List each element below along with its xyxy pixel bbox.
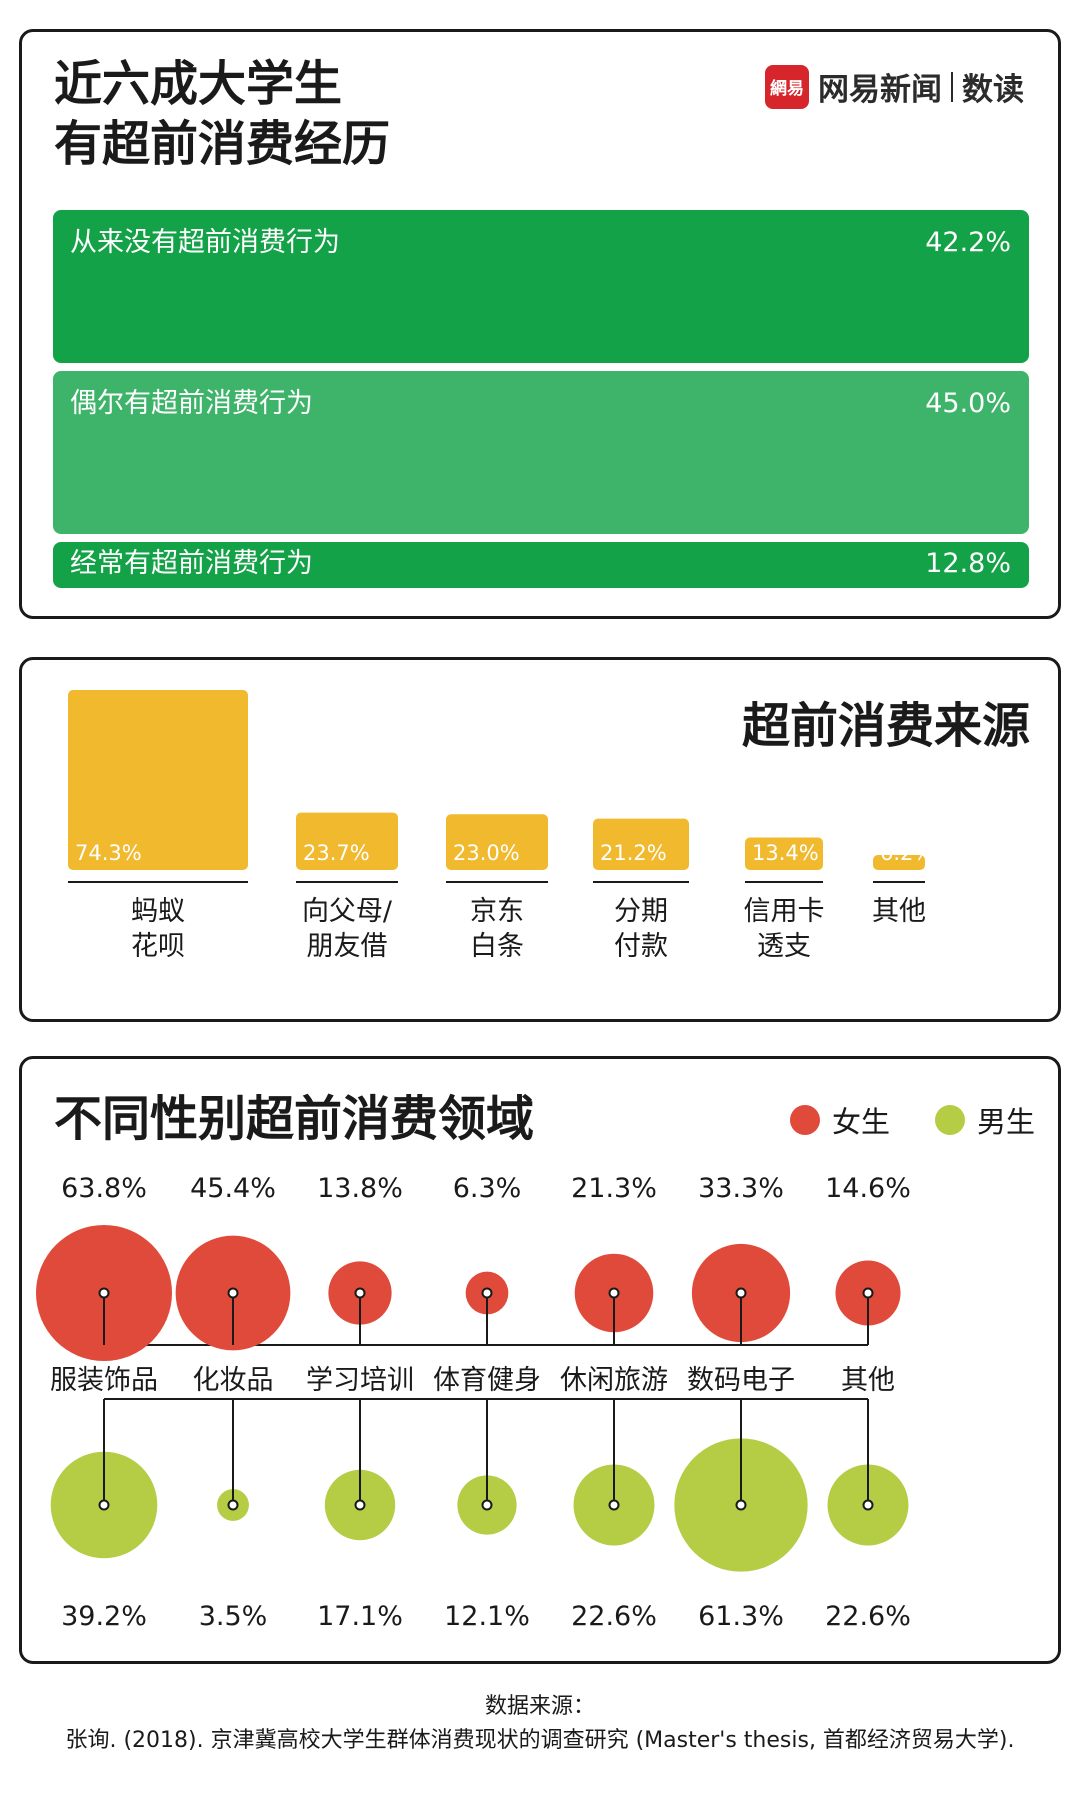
brand-logo-group: 網易 网易新闻 数读 <box>765 64 1024 109</box>
legend-female-dot <box>790 1105 820 1135</box>
female-value-label: 63.8% <box>61 1173 147 1204</box>
male-value-label: 17.1% <box>317 1601 403 1632</box>
source-bar <box>745 837 823 870</box>
male-center-dot <box>227 1499 239 1511</box>
domain-category-label: 学习培训 <box>306 1365 414 1396</box>
source-category-label: 蚂蚁 花呗 <box>131 896 185 962</box>
legend-female: 女生 <box>790 1099 890 1141</box>
source-bar-value: 23.7% <box>303 841 370 865</box>
experience-bar-label: 偶尔有超前消费行为 <box>70 388 313 419</box>
source-bar-value: 21.2% <box>600 841 667 865</box>
male-value-label: 3.5% <box>199 1601 268 1632</box>
source-bar <box>68 690 248 870</box>
source-bar-value: 74.3% <box>75 841 142 865</box>
panel-experience: 近六成大学生 有超前消费经历 網易 网易新闻 数读 从来没有超前消费行为 42.2… <box>19 29 1061 619</box>
female-value-label: 6.3% <box>453 1173 522 1204</box>
panel-sources: 超前消费来源 74.3% 23.7% 23.0% 21.2% 13.4% 6.2% 蚂蚁 … <box>19 657 1061 1022</box>
source-bar-value: 23.0% <box>453 841 520 865</box>
male-center-dot <box>862 1499 874 1511</box>
source-category-label: 信用卡 透支 <box>743 896 825 962</box>
category-label-bg <box>554 1361 674 1397</box>
panel-1-title: 近六成大学生 有超前消费经历 <box>54 54 390 174</box>
male-value-label: 61.3% <box>698 1601 784 1632</box>
title-line-1: 近六成大学生 <box>54 56 343 112</box>
domain-category-label: 体育健身 <box>433 1365 541 1396</box>
experience-bar-value: 42.2% <box>925 227 1011 258</box>
male-value-label: 22.6% <box>825 1601 911 1632</box>
legend-male-label: 男生 <box>977 1105 1036 1139</box>
panel-gender-domains: 不同性别超前消费领域 女生 男生 服装饰品 63.8% 39.2% 化妆品 45.4% 3… <box>19 1056 1061 1664</box>
experience-bar-value: 12.8% <box>925 548 1011 579</box>
female-center-dot <box>862 1287 874 1299</box>
male-value-label: 22.6% <box>571 1601 657 1632</box>
legend-female-label: 女生 <box>832 1105 891 1139</box>
male-center-dot <box>354 1499 366 1511</box>
domain-category-label: 服装饰品 <box>50 1365 158 1396</box>
female-center-dot <box>227 1287 239 1299</box>
male-value-label: 39.2% <box>61 1601 147 1632</box>
category-label-bg <box>427 1361 547 1397</box>
female-center-dot <box>735 1287 747 1299</box>
experience-bar: 偶尔有超前消费行为 45.0% <box>53 371 1029 534</box>
male-center-dot <box>608 1499 620 1511</box>
domain-category-label: 数码电子 <box>687 1365 795 1396</box>
source-category-label: 其他 <box>872 896 926 927</box>
gender-bubble-chart: 服装饰品 63.8% 39.2% 化妆品 45.4% 3.5% 学习培训 13.8% 17.1%… <box>36 1173 928 1632</box>
netease-logo-icon: 網易 <box>765 64 809 109</box>
title-line-2: 有超前消费经历 <box>54 116 391 172</box>
source-bar-value: 13.4% <box>752 841 819 865</box>
source-bar <box>593 818 689 870</box>
experience-bar: 从来没有超前消费行为 42.2% <box>53 210 1029 363</box>
source-bar-value: 6.2% <box>880 841 933 865</box>
female-value-label: 21.3% <box>571 1173 657 1204</box>
female-value-label: 14.6% <box>825 1173 911 1204</box>
sources-bar-chart: 74.3% 23.7% 23.0% 21.2% 13.4% 6.2% <box>68 690 933 883</box>
source-bar <box>446 814 548 870</box>
category-label-bg <box>173 1361 293 1397</box>
brand-divider <box>951 71 953 102</box>
source-citation: 张询. (2018). 京津冀高校大学生群体消费现状的调查研究 (Master'… <box>65 1728 1015 1753</box>
legend-male-dot <box>935 1105 965 1135</box>
experience-bar-label: 从来没有超前消费行为 <box>70 227 340 258</box>
male-center-dot <box>735 1499 747 1511</box>
panel-2-title: 超前消费来源 <box>741 698 1030 754</box>
domain-category-label: 休闲旅游 <box>560 1365 668 1396</box>
source-heading: 数据来源： <box>484 1694 595 1719</box>
panel-3-title: 不同性别超前消费领域 <box>54 1091 535 1147</box>
category-label-bg <box>681 1361 801 1397</box>
male-center-dot <box>98 1499 110 1511</box>
experience-bar-value: 45.0% <box>925 388 1011 419</box>
domain-category-label: 其他 <box>841 1365 895 1396</box>
category-label-bg <box>44 1361 164 1397</box>
brand-sub: 数读 <box>962 72 1024 108</box>
source-bar <box>873 854 925 870</box>
male-center-dot <box>481 1499 493 1511</box>
female-center-dot <box>481 1287 493 1299</box>
source-bar <box>296 812 398 870</box>
brand-name: 网易新闻 <box>818 72 942 108</box>
female-value-label: 13.8% <box>317 1173 403 1204</box>
female-center-dot <box>354 1287 366 1299</box>
female-center-dot <box>608 1287 620 1299</box>
female-value-label: 33.3% <box>698 1173 784 1204</box>
legend-male: 男生 <box>935 1099 1035 1141</box>
source-category-label: 向父母/ 朋友借 <box>301 896 393 962</box>
experience-bar: 经常有超前消费行为 12.8% <box>53 542 1029 588</box>
male-value-label: 12.1% <box>444 1601 530 1632</box>
source-category-label: 分期 付款 <box>614 896 668 962</box>
female-center-dot <box>98 1287 110 1299</box>
domain-category-label: 化妆品 <box>193 1365 274 1396</box>
female-value-label: 45.4% <box>190 1173 276 1204</box>
category-label-bg <box>808 1361 928 1397</box>
experience-bar-label: 经常有超前消费行为 <box>70 548 313 579</box>
category-label-bg <box>300 1361 420 1397</box>
source-category-label: 京东 白条 <box>470 896 524 962</box>
